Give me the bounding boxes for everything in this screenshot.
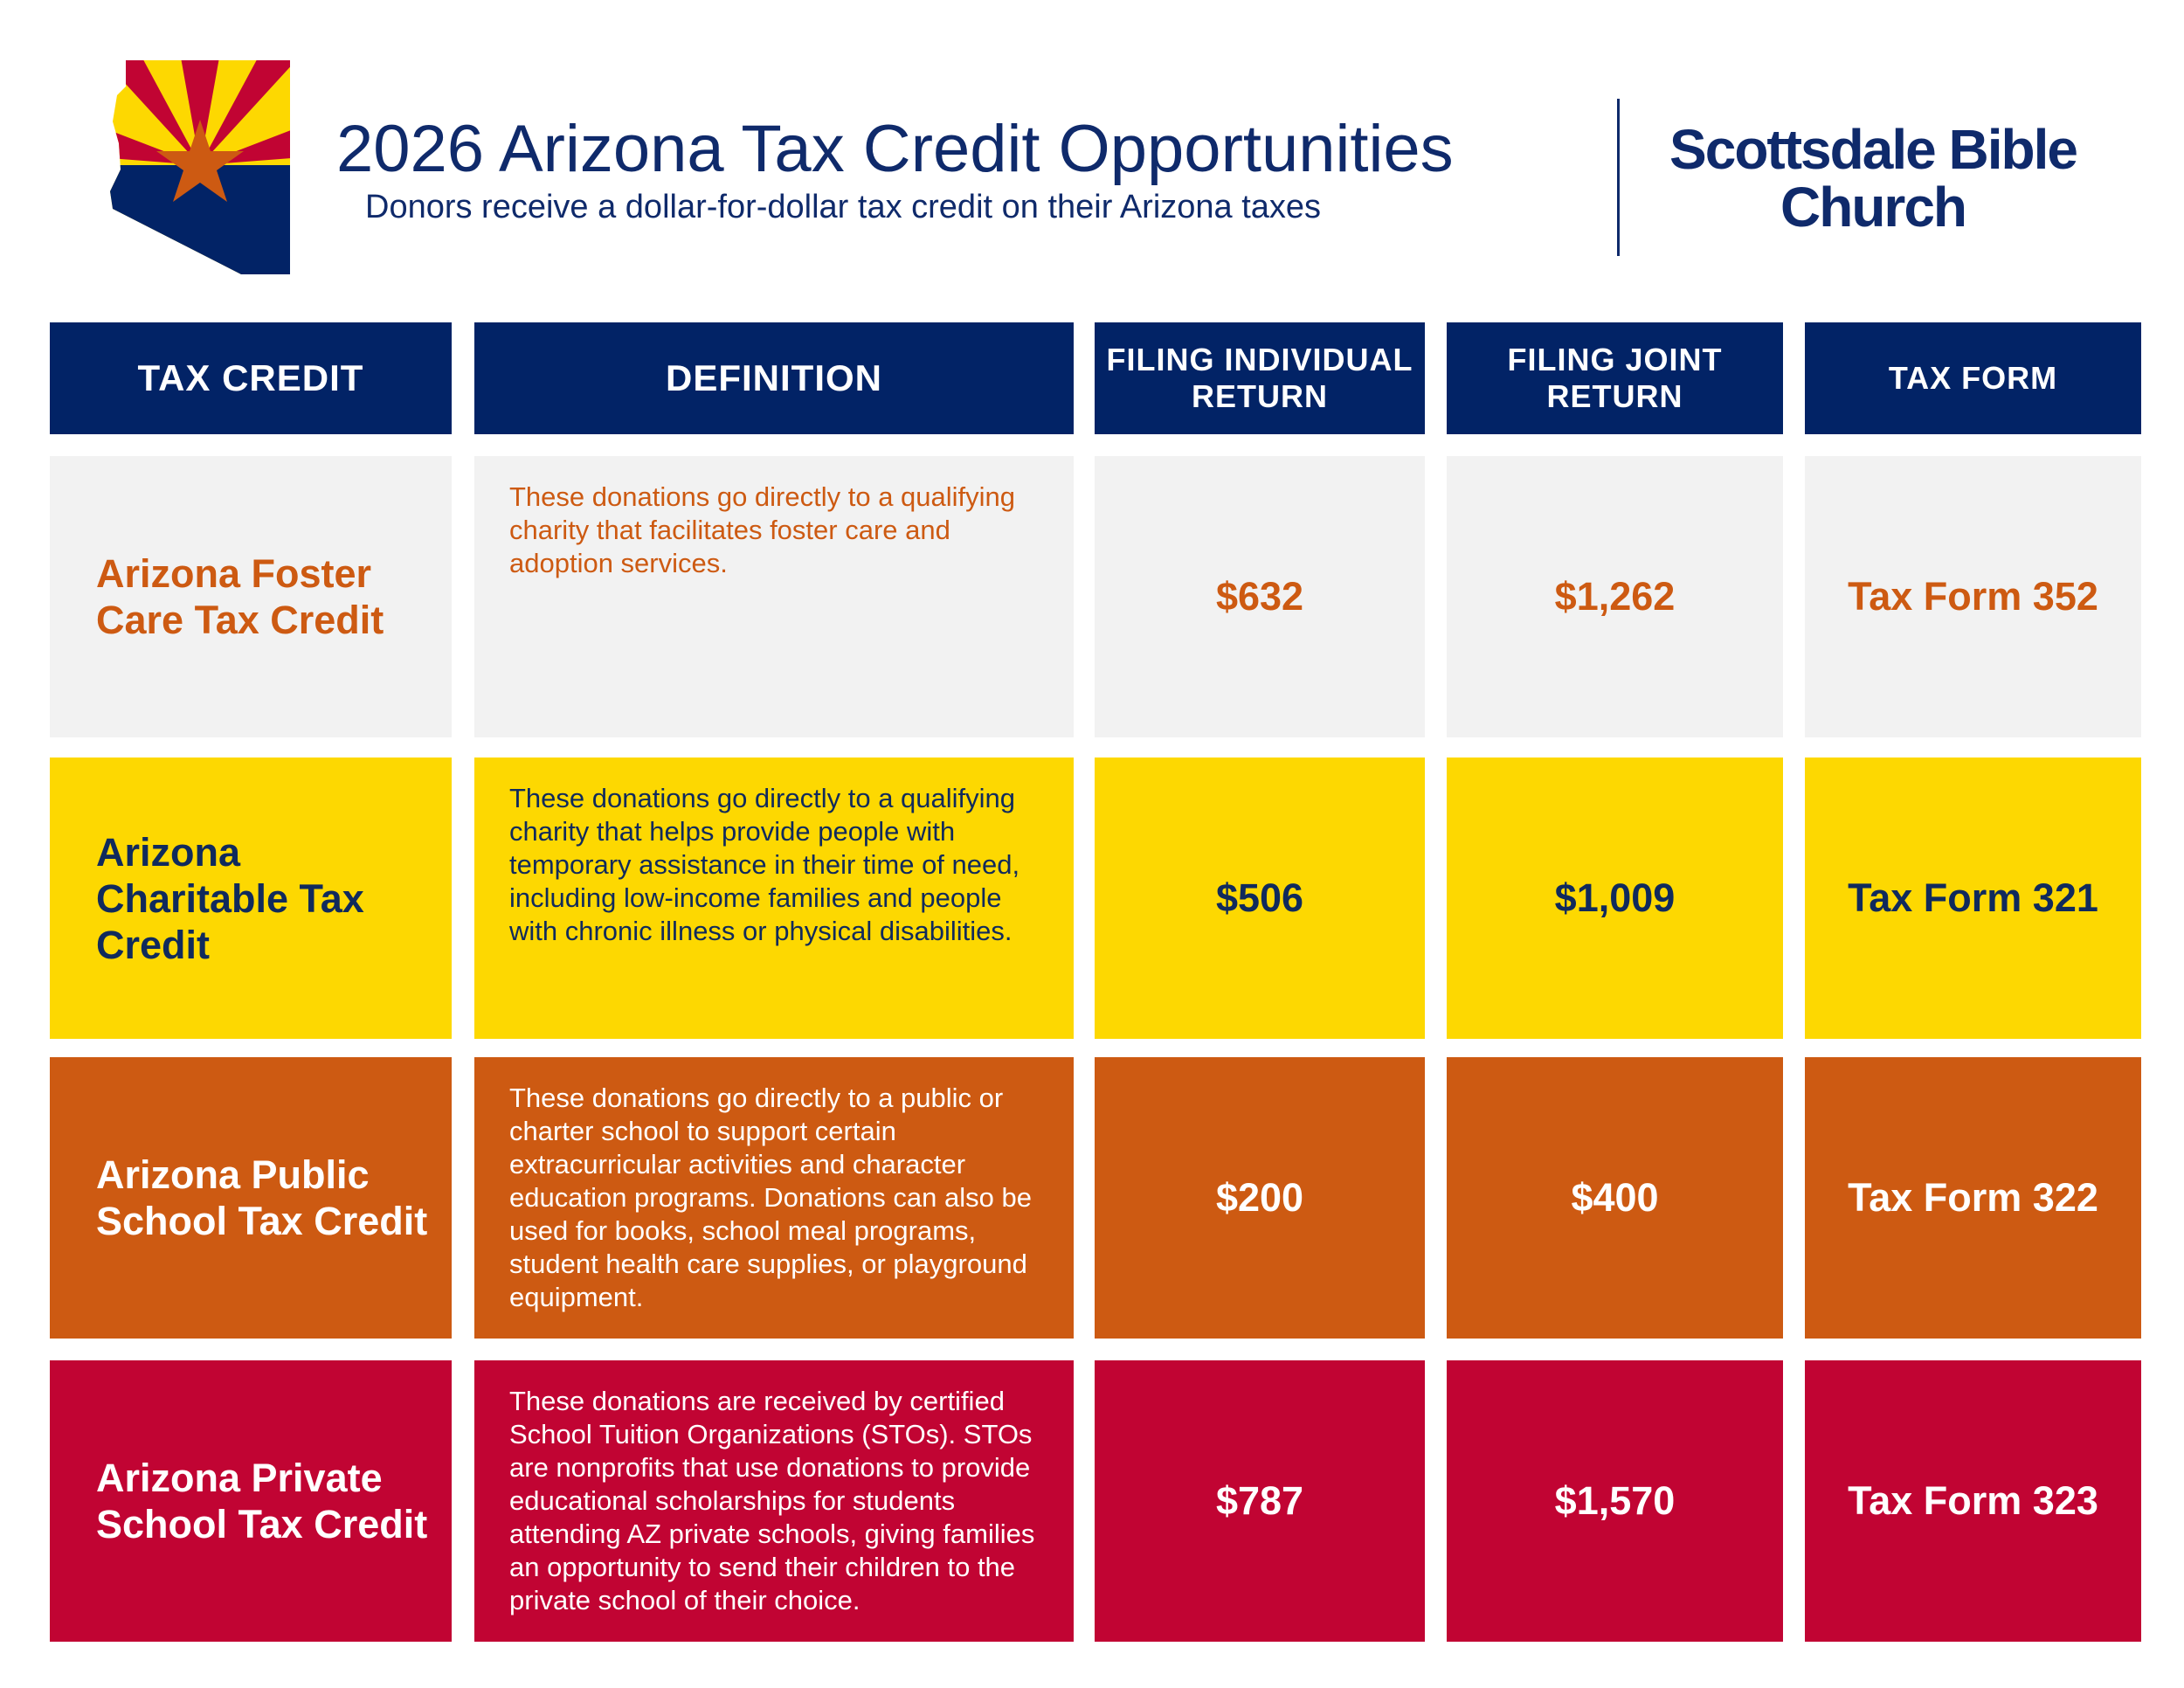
row-private-school-name: Arizona Private School Tax Credit — [50, 1360, 452, 1642]
row-private-school-definition: These donations are received by certifie… — [474, 1360, 1074, 1642]
row-public-school-individual: $200 — [1095, 1057, 1425, 1339]
row-private-school-form: Tax Form 323 — [1805, 1360, 2141, 1642]
column-header-definition: DEFINITION — [474, 322, 1074, 434]
row-public-school-name: Arizona Public School Tax Credit — [50, 1057, 452, 1339]
row-charitable-form: Tax Form 321 — [1805, 758, 2141, 1039]
column-header-tax-form: TAX FORM — [1805, 322, 2141, 434]
column-header-individual: FILING INDIVIDUAL RETURN — [1095, 322, 1425, 434]
arizona-flag-map-icon — [110, 60, 290, 274]
column-header-joint: FILING JOINT RETURN — [1447, 322, 1783, 434]
row-charitable-individual: $506 — [1095, 758, 1425, 1039]
row-charitable-joint: $1,009 — [1447, 758, 1783, 1039]
church-logo: Scottsdale Bible Church — [1649, 121, 2097, 236]
row-charitable-name: Arizona Charitable Tax Credit — [50, 758, 452, 1039]
row-foster-care-name: Arizona Foster Care Tax Credit — [50, 456, 452, 737]
row-private-school-individual: $787 — [1095, 1360, 1425, 1642]
row-private-school-joint: $1,570 — [1447, 1360, 1783, 1642]
page-subtitle: Donors receive a dollar-for-dollar tax c… — [365, 189, 1322, 225]
logo-line-2: Church — [1780, 176, 1967, 239]
row-foster-care-individual: $632 — [1095, 456, 1425, 737]
row-public-school-definition: These donations go directly to a public … — [474, 1057, 1074, 1339]
row-charitable-definition: These donations go directly to a qualify… — [474, 758, 1074, 1039]
row-foster-care-definition: These donations go directly to a qualify… — [474, 456, 1074, 737]
row-foster-care-joint: $1,262 — [1447, 456, 1783, 737]
row-public-school-form: Tax Form 322 — [1805, 1057, 2141, 1339]
logo-line-1: Scottsdale Bible — [1669, 118, 2078, 181]
row-public-school-joint: $400 — [1447, 1057, 1783, 1339]
column-header-tax-credit: TAX CREDIT — [50, 322, 452, 434]
header-divider — [1617, 99, 1620, 256]
page-title: 2026 Arizona Tax Credit Opportunities — [336, 112, 1454, 186]
row-foster-care-form: Tax Form 352 — [1805, 456, 2141, 737]
